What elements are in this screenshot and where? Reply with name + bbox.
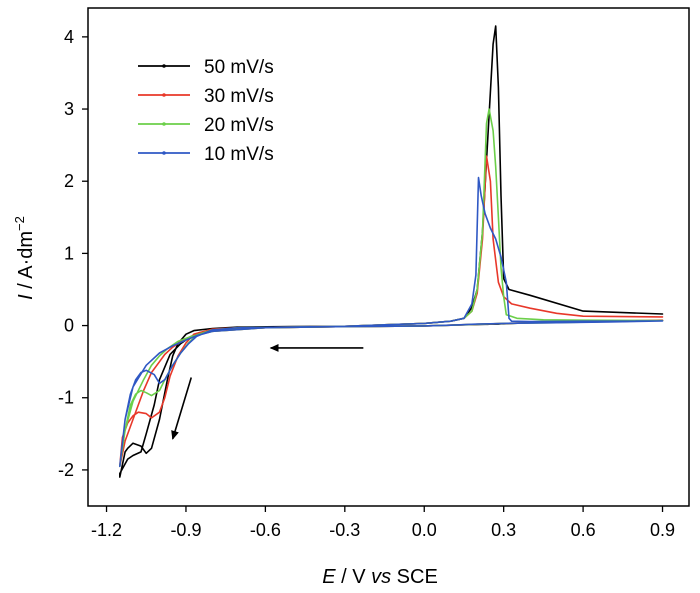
- y-tick-label: 3: [64, 99, 74, 119]
- legend: 50 mV/s 30 mV/s 20 mV/s 10 mV/s: [138, 57, 274, 165]
- legend-marker-3: [162, 151, 166, 155]
- series-layer: [119, 25, 664, 478]
- y-axis-title-symbol: I: [15, 294, 37, 300]
- x-axis-title: E / V vs SCE: [322, 566, 438, 588]
- series-line-2: [119, 108, 664, 468]
- legend-marker-1: [162, 93, 166, 97]
- x-axis-title-ref: SCE: [391, 566, 438, 588]
- legend-marker-0: [162, 64, 166, 68]
- series-line-3: [119, 176, 664, 468]
- y-tick-label: 4: [64, 27, 74, 47]
- y-tick-label: 1: [64, 243, 74, 263]
- legend-label-3: 10 mV/s: [204, 144, 274, 165]
- y-tick-label: -1: [58, 388, 74, 408]
- x-tick-label: -0.9: [170, 520, 201, 540]
- y-axis-title: I / A·dm−2: [12, 216, 37, 300]
- x-tick-label: 0.9: [650, 520, 675, 540]
- x-tick-label: -0.3: [329, 520, 360, 540]
- x-axis-title-symbol: E: [322, 566, 336, 588]
- ticks-layer: -1.2 -0.9 -0.6 -0.3 0.0 0.3 0.6 0.9 -2 -1 0 1 2 3 4: [58, 27, 675, 540]
- sweep-direction-arrow-1: [171, 377, 193, 440]
- y-tick-label: 0: [64, 316, 74, 336]
- y-tick-label: -2: [58, 460, 74, 480]
- x-axis-title-vs: vs: [371, 566, 391, 588]
- legend-marker-2: [162, 122, 166, 126]
- x-tick-label: 0.0: [412, 520, 437, 540]
- series-line-0: [119, 25, 664, 478]
- x-tick-label: -0.6: [250, 520, 281, 540]
- plot-frame: [87, 7, 690, 507]
- annotations-layer: [171, 343, 364, 440]
- y-tick-label: 2: [64, 171, 74, 191]
- y-axis-title-exponent: −2: [12, 216, 27, 231]
- y-axis-title-unit: / A·dm: [15, 231, 37, 294]
- legend-label-1: 30 mV/s: [204, 86, 274, 107]
- legend-label-2: 20 mV/s: [204, 115, 274, 136]
- legend-label-0: 50 mV/s: [204, 57, 274, 78]
- x-axis-title-unit: / V: [336, 566, 372, 588]
- x-tick-label: 0.6: [571, 520, 596, 540]
- x-tick-label: 0.3: [491, 520, 516, 540]
- x-tick-label: -1.2: [91, 520, 122, 540]
